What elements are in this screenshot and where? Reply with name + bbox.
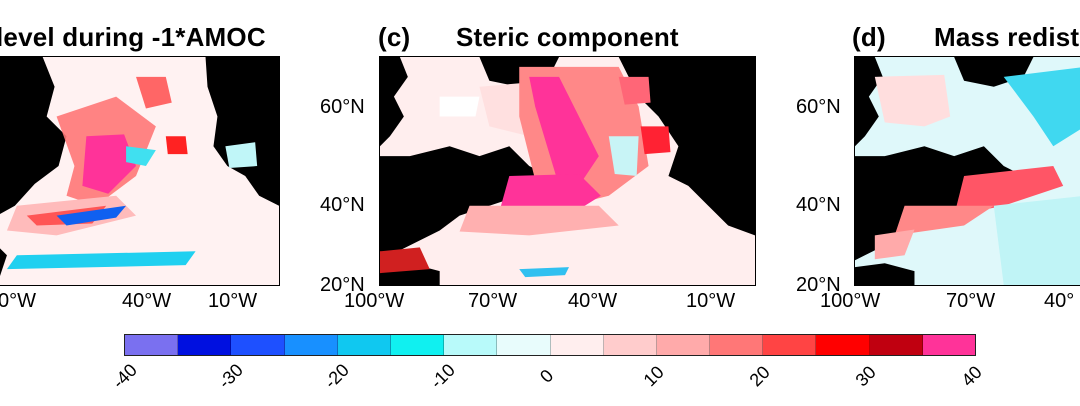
lat-tick-60n-c: 60°N [320, 96, 365, 118]
colorbar-segment [390, 335, 445, 355]
colorbar-segment [656, 335, 711, 355]
lon-tick-c-2: 40°W [568, 290, 618, 312]
panel-d-letter: (d) [852, 22, 886, 52]
cbar-tick-m40: -40 [108, 359, 141, 393]
lon-tick-b-2: 10°W [208, 290, 258, 312]
colorbar-segment [497, 335, 551, 355]
colorbar-segment [869, 335, 923, 355]
colorbar-segment [231, 335, 285, 355]
map-panel-b [0, 56, 280, 286]
lon-tick-d-0: 100°W [820, 290, 881, 312]
lon-tick-b-0: 0°W [0, 290, 36, 312]
lon-tick-c-3: 10°W [686, 290, 736, 312]
cbar-tick-40: 40 [957, 361, 986, 391]
map-panel-d [854, 56, 1080, 286]
cbar-tick-0: 0 [536, 365, 558, 387]
colorbar-segment [603, 335, 657, 355]
panel-b-title: level during -1*AMOC [0, 22, 266, 52]
cbar-tick-30: 30 [851, 361, 880, 391]
colorbar [124, 334, 976, 356]
colorbar-segment [763, 335, 817, 355]
lon-tick-b-1: 40°W [122, 290, 172, 312]
cbar-tick-m10: -10 [426, 359, 459, 393]
colorbar-segment [337, 335, 391, 355]
cbar-tick-10: 10 [639, 361, 668, 391]
lon-tick-d-2: 40° [1044, 290, 1075, 312]
colorbar-segment [284, 335, 338, 355]
panel-d-title: Mass redist [934, 22, 1080, 52]
colorbar-segment [816, 335, 870, 355]
colorbar-segment [710, 335, 764, 355]
colorbar-segment [444, 335, 498, 355]
cbar-tick-20: 20 [745, 361, 774, 391]
map-panel-c [379, 56, 756, 286]
lat-tick-20n-d: 20°N [796, 274, 841, 296]
lat-tick-40n-c: 40°N [320, 194, 365, 216]
cbar-tick-m20: -20 [320, 359, 353, 393]
lon-tick-c-1: 70°W [468, 290, 518, 312]
cbar-tick-m30: -30 [214, 359, 247, 393]
lat-tick-60n-d: 60°N [796, 96, 841, 118]
colorbar-segment [178, 335, 232, 355]
panel-c-letter: (c) [378, 22, 411, 52]
lon-tick-c-0: 100°W [344, 290, 405, 312]
lat-tick-20n-c: 20°N [320, 274, 365, 296]
panel-c-title: Steric component [456, 22, 679, 52]
colorbar-segment [922, 335, 975, 355]
lon-tick-d-1: 70°W [946, 290, 996, 312]
lat-tick-40n-d: 40°N [796, 194, 841, 216]
colorbar-segment [125, 335, 179, 355]
colorbar-segment [550, 335, 604, 355]
